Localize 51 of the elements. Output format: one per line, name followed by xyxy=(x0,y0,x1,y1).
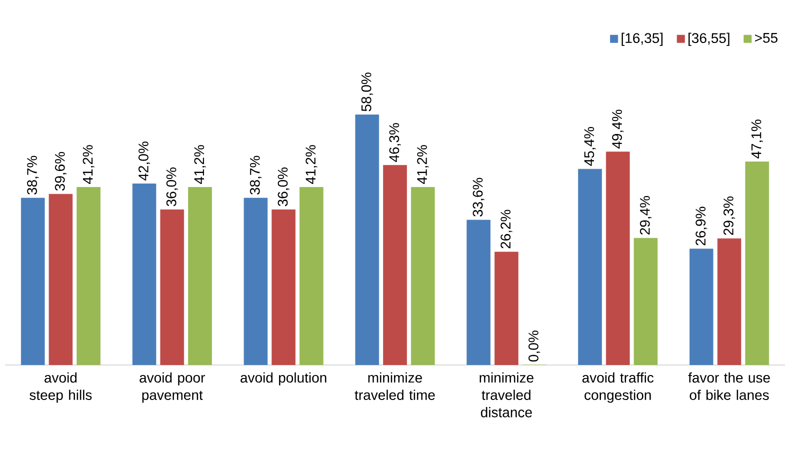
data-label: 26,9% xyxy=(696,206,708,246)
bar xyxy=(745,162,770,365)
bar xyxy=(132,184,156,365)
data-label: 45,4% xyxy=(584,126,596,166)
bar xyxy=(606,152,630,365)
bar xyxy=(160,209,184,365)
data-label: 41,2% xyxy=(194,145,206,184)
data-label: 42,0% xyxy=(138,142,150,181)
data-label: 41,2% xyxy=(306,145,318,184)
data-label: 38,7% xyxy=(250,156,262,195)
data-label: 49,4% xyxy=(612,110,624,149)
data-label: 47,1% xyxy=(751,120,763,159)
data-label: 33,6% xyxy=(472,178,484,217)
bar xyxy=(634,238,658,365)
bar xyxy=(188,187,212,365)
bar xyxy=(272,209,296,365)
bar xyxy=(300,187,324,365)
data-label: 36,0% xyxy=(278,168,290,206)
bar xyxy=(717,238,742,365)
bar xyxy=(690,248,714,365)
bar xyxy=(20,198,45,365)
x-tick-label: avoid traffic congestion xyxy=(582,372,654,403)
bar xyxy=(494,252,518,365)
data-label: 29,4% xyxy=(640,196,652,234)
data-label: 41,2% xyxy=(82,145,94,184)
x-tick-label: avoid polution xyxy=(240,372,326,386)
bar xyxy=(76,187,100,365)
x-tick-label: minimize traveled time xyxy=(354,372,435,400)
x-tick-label: minimize traveled distance xyxy=(480,372,534,418)
legend-label: >55 xyxy=(755,33,778,43)
data-label: 39,6% xyxy=(54,152,67,191)
legend-label: [36,55] xyxy=(688,32,730,46)
bar xyxy=(466,220,490,365)
bar xyxy=(410,187,435,365)
legend-label: [16,35] xyxy=(622,32,663,46)
x-tick-label: avoid poor pavement xyxy=(140,372,205,403)
data-label: 36,0% xyxy=(166,168,178,206)
data-label: 46,3% xyxy=(389,123,401,162)
data-label: 41,2% xyxy=(417,145,429,184)
data-label: 58,0% xyxy=(361,72,373,112)
bar xyxy=(48,194,73,365)
data-label: 38,7% xyxy=(27,156,39,195)
data-label: 29,3% xyxy=(724,196,736,235)
bar xyxy=(383,165,407,365)
x-tick-label: avoid steep hills xyxy=(30,372,92,403)
data-label: 26,2% xyxy=(500,210,512,248)
bar xyxy=(244,198,268,365)
x-tick-label: favor the use of bike lanes xyxy=(688,372,770,400)
data-label: 0,0% xyxy=(528,330,540,362)
bar xyxy=(355,114,380,365)
bar xyxy=(578,168,602,365)
